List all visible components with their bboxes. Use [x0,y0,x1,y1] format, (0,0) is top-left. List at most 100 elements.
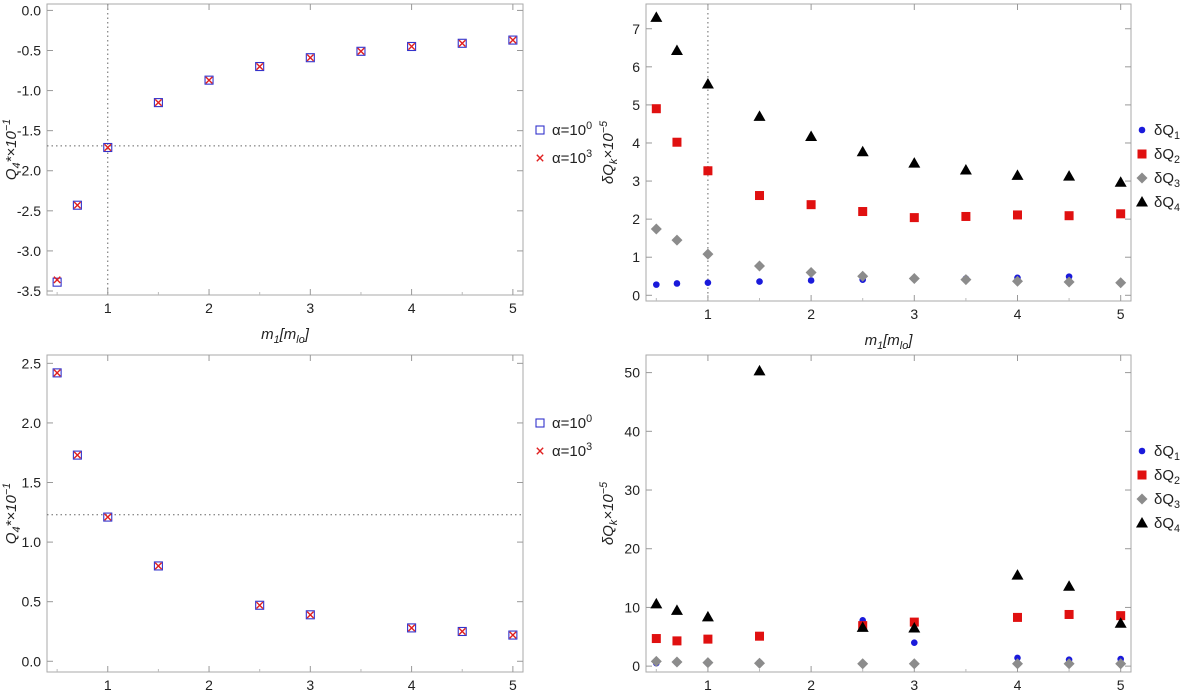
data-point-triangle [753,110,766,121]
legend-label: δQ1 [1154,122,1180,142]
y-axis-label: δQk×10−5 [598,481,620,545]
data-point-circle [673,280,681,287]
data-point-open-square [153,98,163,108]
y-tick-label: 6 [632,59,640,75]
data-point-cross [104,513,112,521]
x-tick-label: 1 [104,677,112,693]
plot-frame [645,354,1132,673]
data-point-open-square [407,623,417,633]
data-point-square [703,166,713,176]
data-point-circle [1014,654,1021,662]
series-0 [653,617,1124,667]
data-point-square [909,213,919,223]
legend-label: δQ3 [1154,491,1180,511]
x-tick-label: 1 [104,300,112,316]
data-point-diamond [1063,658,1075,670]
y-tick-label: -3.0 [17,243,41,259]
legend: δQ1 δQ2 δQ3 δQ4 [1136,122,1180,214]
data-point-cross [255,601,264,609]
data-point-square [703,634,713,644]
data-point-cross [509,36,517,44]
data-point-open-square [508,35,518,45]
data-point-cross [407,624,416,632]
series-3 [650,364,1127,633]
data-point-cross [73,201,82,209]
legend-marker-open-square [535,418,545,428]
x-tick-label: 4 [1014,306,1022,322]
x-tick-label: 3 [910,306,918,322]
data-point-square [1012,612,1022,622]
data-point-cross [306,611,315,619]
data-point-circle [910,639,918,646]
x-axis-label: m1[mlo] [865,332,914,352]
legend-marker-open-square [535,125,545,135]
data-point-open-square [305,53,315,63]
series-1 [53,36,517,284]
x-tick-label: 5 [509,677,517,693]
x-axis-label: m1[mlo] [261,326,310,346]
y-tick-label: 1 [632,249,640,265]
x-tick-label: 4 [1014,677,1022,693]
legend-marker-cross [536,447,544,455]
x-tick-label: 2 [205,300,213,316]
legend-marker-diamond [1136,172,1148,184]
data-point-square [961,211,971,221]
y-tick-label: -1.0 [17,83,41,99]
data-point-diamond [1011,275,1023,287]
data-point-open-square [255,600,265,610]
data-point-diamond [754,657,766,669]
legend-marker-triangle [1136,517,1148,528]
y-tick-label: 3 [632,173,640,189]
panel-top-right: 1 2 3 4 5 0 1 2 3 4 5 6 7 m1[mlo] δQk×10−5 δQ1 δQ2 δQ3 δQ4 [598,3,1180,352]
data-point-cross [458,39,466,47]
series-2 [650,655,1127,670]
y-tick-label: 2.0 [22,415,42,431]
data-point-square [806,200,816,210]
y-tick-label: -2.0 [17,163,41,179]
data-point-cross [73,451,82,459]
data-point-diamond [1115,277,1127,289]
data-point-open-square [72,200,82,210]
y-axis-label: δQk×10−5 [598,120,620,184]
x-tick-label: 3 [910,677,918,693]
data-point-square [755,191,765,201]
y-tick-label: -1.5 [17,123,41,139]
legend-marker-diamond [1136,493,1148,505]
legend-marker-circle [1138,126,1146,134]
series-0 [52,35,518,287]
legend-label: δQ2 [1154,146,1180,166]
data-point-open-square [204,75,214,85]
legend: α=100 α=103 [535,120,592,167]
data-point-triangle [1011,169,1024,180]
data-point-cross [53,276,61,284]
data-point-cross [154,562,163,570]
data-point-open-square [255,61,265,72]
y-tick-label: 0 [632,658,640,674]
legend-marker-square [1137,149,1147,159]
legend: α=100 α=103 [535,413,592,460]
data-point-square [755,631,765,641]
data-point-triangle [856,621,869,632]
data-point-open-square [103,142,113,153]
y-tick-label: 4 [632,135,640,151]
data-point-open-square [356,46,366,56]
data-point-cross [53,369,61,377]
data-point-triangle [670,44,683,55]
series-1 [53,369,517,639]
data-point-cross [306,54,315,62]
y-tick-label: 5 [632,97,640,113]
data-point-diamond [650,223,662,235]
data-point-diamond [805,266,817,278]
x-tick-label: 3 [306,300,314,316]
data-point-square [651,634,661,644]
legend-label: α=100 [552,413,592,432]
x-tick-label: 2 [205,677,213,693]
y-tick-label: 0.0 [22,653,42,669]
data-point-open-square [407,41,417,52]
y-tick-label: 2.5 [22,355,42,371]
plot-frame [46,3,524,296]
data-point-triangle [908,157,921,168]
data-point-open-square [52,368,62,378]
panel-bottom-right: 1234501020304050m1[mlo]δQk×10−5δQ1δQ2δQ3… [598,354,1180,693]
